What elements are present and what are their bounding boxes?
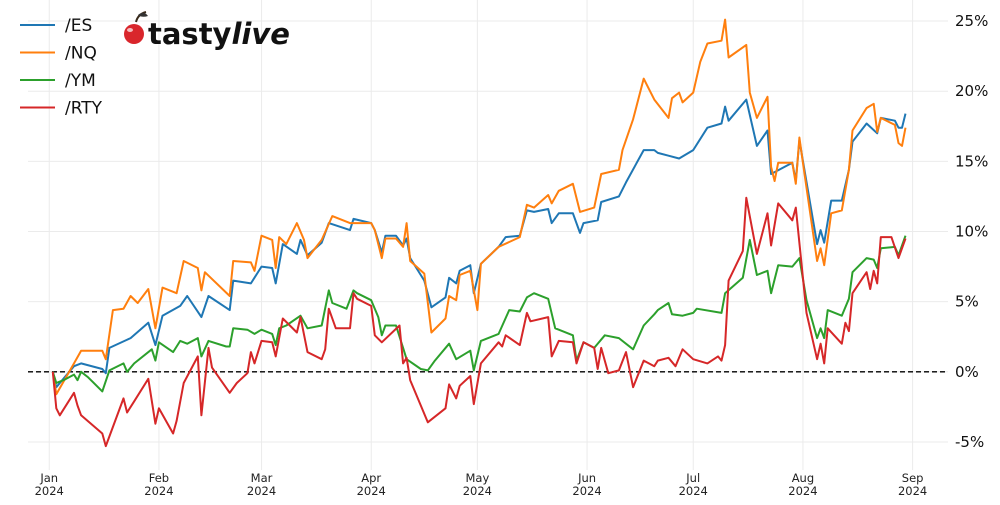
logo: tastylive: [124, 11, 290, 51]
y-tick-label: 25%: [955, 12, 988, 30]
y-tick-label: 10%: [955, 222, 988, 240]
legend: /ES/NQ/YM/RTY: [20, 16, 103, 119]
x-tick-year: 2024: [357, 484, 386, 498]
series-line-nq: [51, 18, 907, 396]
x-tick-month: Sep: [902, 471, 924, 485]
x-tick-year: 2024: [35, 484, 64, 498]
legend-label: /RTY: [65, 99, 103, 119]
y-axis: 25% 20% 15% 10% 5% 0% -5%: [955, 12, 988, 451]
y-tick-label: -5%: [955, 433, 984, 451]
x-tick-year: 2024: [463, 484, 492, 498]
logo-text: tastylive: [148, 17, 290, 51]
x-tick-year: 2024: [144, 484, 173, 498]
legend-label: /ES: [65, 16, 92, 36]
x-tick-month: Aug: [792, 471, 814, 485]
y-tick-label: 5%: [955, 293, 979, 311]
x-tick-year: 2024: [247, 484, 276, 498]
x-tick-year: 2024: [788, 484, 817, 498]
x-tick-month: Apr: [361, 471, 381, 485]
x-tick-year: 2024: [572, 484, 601, 498]
x-axis: Jan2024Feb2024Mar2024Apr2024May2024Jun20…: [35, 471, 928, 498]
series-line-ym: [51, 235, 907, 393]
legend-label: /YM: [65, 71, 96, 91]
cherry-icon: [124, 11, 148, 44]
x-tick-year: 2024: [679, 484, 708, 498]
y-tick-label: 20%: [955, 82, 988, 100]
series-line-rty: [51, 196, 907, 448]
x-tick-month: Feb: [149, 471, 169, 485]
x-tick-month: Jul: [685, 471, 700, 485]
x-tick-month: Mar: [251, 471, 273, 485]
series-lines: [51, 18, 907, 448]
x-tick-year: 2024: [898, 484, 927, 498]
grid: [28, 0, 948, 470]
y-tick-label: 15%: [955, 152, 988, 170]
x-tick-month: Jan: [39, 471, 58, 485]
y-tick-label: 0%: [955, 363, 979, 381]
x-tick-month: May: [465, 471, 489, 485]
legend-label: /NQ: [65, 44, 97, 64]
x-tick-month: Jun: [577, 471, 596, 485]
